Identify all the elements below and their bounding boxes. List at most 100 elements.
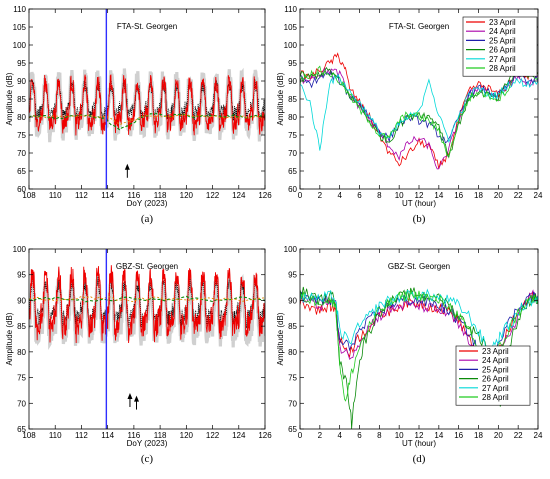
x-tick-label: 6 — [357, 431, 362, 440]
y-axis-label: Amplitude (dB) — [5, 312, 14, 365]
x-tick-label: 110 — [49, 431, 62, 440]
series-line-25-april — [300, 68, 538, 144]
x-tick-label: 24 — [534, 191, 543, 200]
x-tick-label: 108 — [22, 431, 36, 440]
x-tick-label: 112 — [75, 431, 88, 440]
plot-area-2 — [29, 265, 265, 350]
x-tick-label: 112 — [75, 191, 88, 200]
y-tick-label: 80 — [288, 348, 297, 357]
panel-label: (c) — [141, 453, 154, 465]
x-axis-label: UT (hour) — [402, 439, 436, 448]
legend-entry: 28 April — [482, 393, 509, 402]
x-tick-label: 118 — [154, 431, 167, 440]
x-tick-label: 8 — [377, 431, 382, 440]
series-line-23-april — [300, 52, 538, 170]
y-tick-label: 60 — [17, 185, 26, 194]
x-tick-label: 116 — [128, 431, 141, 440]
y-tick-label: 70 — [17, 149, 26, 158]
plot-area-1 — [300, 52, 538, 170]
y-tick-label: 65 — [288, 167, 297, 176]
y-tick-label: 90 — [17, 296, 26, 305]
x-tick-label: 0 — [298, 191, 303, 200]
series-line-gray-band — [29, 273, 265, 350]
y-tick-label: 95 — [17, 271, 26, 280]
y-tick-label: 90 — [288, 296, 297, 305]
x-tick-label: 20 — [494, 191, 503, 200]
series-line-orange-dashed — [29, 114, 265, 126]
legend-entry: 27 April — [489, 55, 516, 64]
y-tick-label: 80 — [17, 348, 26, 357]
x-tick-label: 22 — [514, 431, 523, 440]
x-tick-label: 126 — [258, 191, 272, 200]
x-axis-label: DoY (2023) — [127, 199, 168, 208]
x-tick-label: 108 — [22, 191, 36, 200]
legend-entry: 26 April — [489, 46, 516, 55]
x-tick-label: 2 — [318, 191, 323, 200]
y-tick-label: 70 — [288, 149, 297, 158]
series-line-27-april — [300, 288, 538, 357]
x-tick-label: 2 — [318, 431, 323, 440]
series-line-24-april — [300, 67, 538, 170]
series-line-red-line — [29, 74, 265, 136]
x-tick-label: 18 — [474, 191, 483, 200]
y-tick-label: 95 — [17, 59, 26, 68]
y-axis-label: Amplitude (dB) — [5, 72, 14, 125]
y-tick-label: 95 — [288, 271, 297, 280]
x-tick-label: 124 — [232, 191, 246, 200]
legend-entry: 24 April — [482, 356, 509, 365]
x-axis-label: DoY (2023) — [127, 439, 168, 448]
series-line-red-line — [29, 265, 265, 344]
y-tick-label: 65 — [17, 167, 26, 176]
x-tick-label: 120 — [180, 191, 194, 200]
x-tick-label: 6 — [357, 191, 362, 200]
x-tick-label: 110 — [49, 191, 62, 200]
legend-entry: 25 April — [482, 365, 509, 374]
x-tick-label: 22 — [514, 191, 523, 200]
x-tick-label: 0 — [298, 431, 303, 440]
y-tick-label: 65 — [17, 425, 26, 434]
series-line-orange-dashed — [29, 295, 265, 303]
panel-title: GBZ-St. Georgen — [116, 262, 178, 271]
x-tick-label: 16 — [454, 191, 463, 200]
y-tick-label: 75 — [288, 374, 297, 383]
series-line-28-april — [300, 65, 538, 157]
annotation-arrow-head — [134, 395, 140, 402]
legend-entry: 24 April — [489, 27, 516, 36]
plot-frame — [28, 248, 266, 430]
panel-1: 0 2 4 6 8 10 12 14 16 18 20 22 246065707580859095100… — [276, 5, 543, 225]
x-tick-label: 10 — [395, 191, 404, 200]
x-tick-label: 122 — [206, 431, 220, 440]
y-tick-label: 70 — [17, 399, 26, 408]
panel-title: GBZ-St. Georgen — [388, 262, 450, 271]
x-tick-label: 20 — [494, 431, 503, 440]
series-line-green-dashed — [29, 295, 265, 303]
panel-2: 108 110 112 114 116 118 120 122 124 126 65 70 75 80 85… — [5, 245, 272, 465]
x-tick-label: 16 — [454, 431, 463, 440]
legend-box — [462, 16, 538, 77]
legend-entry: 28 April — [489, 64, 516, 73]
x-tick-label: 124 — [232, 431, 246, 440]
x-tick-label: 120 — [180, 431, 194, 440]
x-tick-label: 114 — [101, 431, 114, 440]
legend-entry: 25 April — [489, 36, 516, 45]
y-tick-label: 65 — [288, 425, 297, 434]
panel-3: 0 2 4 6 8 10 12 14 16 18 20 22 2465707580859095100GB… — [276, 245, 543, 465]
y-tick-label: 60 — [288, 185, 297, 194]
panel-title: FTA-St. Georgen — [117, 22, 177, 31]
panel-label: (d) — [413, 453, 426, 465]
panel-title: FTA-St. Georgen — [389, 22, 449, 31]
x-tick-label: 126 — [258, 431, 272, 440]
legend-box — [455, 345, 531, 406]
y-tick-label: 75 — [17, 374, 26, 383]
x-tick-label: 18 — [474, 431, 483, 440]
x-axis-label: UT (hour) — [402, 199, 436, 208]
x-tick-label: 4 — [337, 431, 342, 440]
x-tick-label: 114 — [101, 191, 114, 200]
y-tick-label: 85 — [17, 322, 26, 331]
y-tick-label: 80 — [288, 113, 297, 122]
panel-0: 108 110 112 114 116 118 120 122 124 126 60 65 70 75 80… — [5, 5, 272, 225]
